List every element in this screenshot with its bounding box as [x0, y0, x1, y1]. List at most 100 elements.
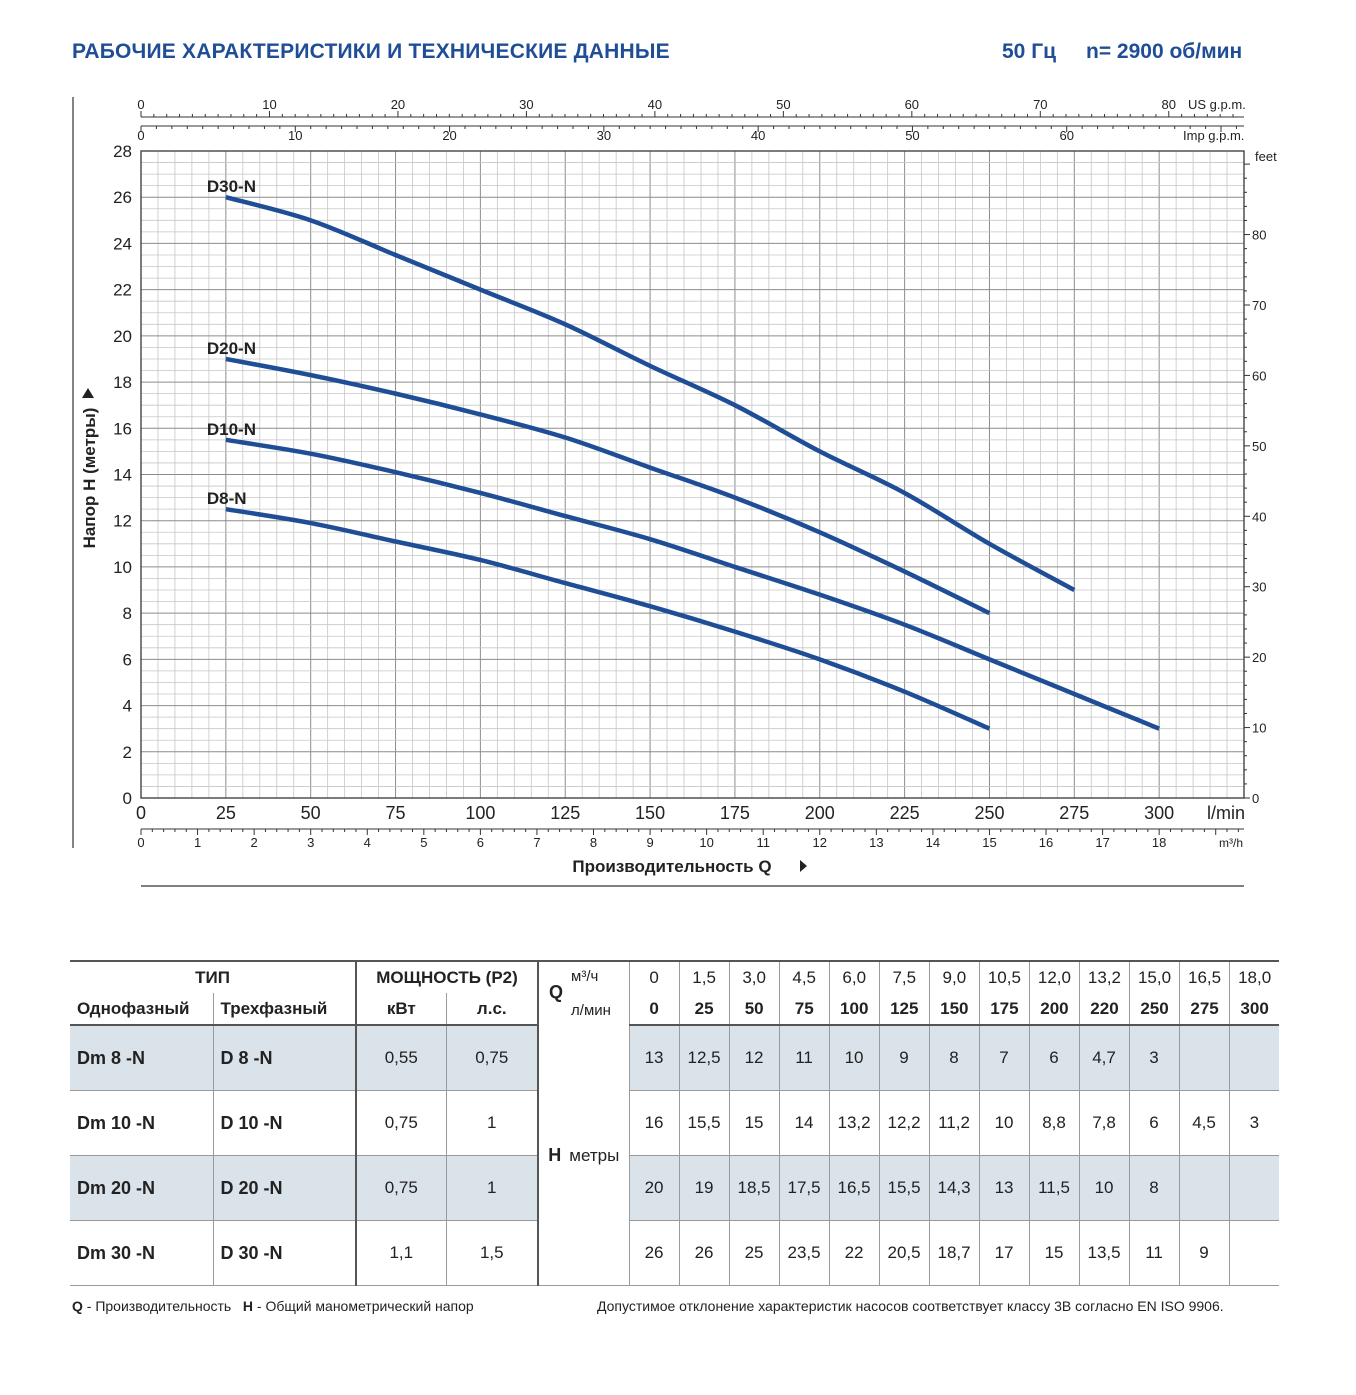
q-lmin-value: 300: [1229, 993, 1279, 1024]
q-m3h-value: 18,0: [1229, 962, 1279, 993]
head-value: 13: [628, 1025, 680, 1091]
head-value: 25: [728, 1220, 780, 1286]
m3h-tick-label: 16: [1039, 835, 1053, 850]
x-tick-label-lmin: 275: [1059, 803, 1089, 823]
m3h-tick-label: 9: [646, 835, 653, 850]
head-value: 10: [978, 1090, 1030, 1156]
m3h-tick-label: 10: [699, 835, 713, 850]
head-value: 15,5: [878, 1155, 930, 1221]
q-unit-lmin: л/мин: [571, 1002, 611, 1019]
y-tick-label: 6: [123, 650, 132, 669]
q-m3h-value: 4,5: [778, 962, 829, 993]
head-value: 18,7: [928, 1220, 980, 1286]
imp-gpm-tick-label: 20: [442, 128, 456, 143]
frequency-label: 50 Гц: [1002, 40, 1057, 63]
us-gpm-tick-label: 80: [1162, 97, 1176, 112]
head-value: 14,3: [928, 1155, 980, 1221]
q-m3h-value: 12,0: [1028, 962, 1079, 993]
feet-tick-label: 20: [1252, 650, 1266, 665]
head-value: 12,2: [878, 1090, 930, 1156]
power-hp: 0,75: [445, 1025, 539, 1091]
q-lmin-value: 200: [1028, 993, 1079, 1024]
imp-gpm-tick-label: 50: [905, 128, 919, 143]
x-tick-label-lmin: 75: [386, 803, 406, 823]
head-value: 18,5: [728, 1155, 780, 1221]
y-tick-label: 2: [123, 743, 132, 762]
head-value: 6: [1128, 1090, 1180, 1156]
hp-header: л.с.: [445, 993, 539, 1026]
q-unit-m3h: м³/ч: [571, 968, 599, 985]
head-value: 26: [678, 1220, 730, 1286]
x-tick-label-lmin: 150: [635, 803, 665, 823]
x-tick-label-lmin: 300: [1144, 803, 1174, 823]
us-gpm-unit-label: US g.p.m.: [1188, 97, 1246, 112]
m3h-tick-label: 11: [756, 835, 770, 850]
q-lmin-value: 150: [928, 993, 979, 1024]
head-value: 10: [828, 1025, 880, 1091]
feet-tick-label: 80: [1252, 228, 1266, 243]
y-tick-label: 12: [113, 512, 132, 531]
footer-h: H: [242, 1298, 254, 1314]
x-tick-label-lmin: 50: [301, 803, 321, 823]
three-phase-header: Трехфазный: [212, 993, 357, 1026]
footer-h-text: - Общий манометрический напор: [253, 1298, 474, 1314]
head-value: 23,5: [778, 1220, 830, 1286]
h-label: H: [548, 1144, 562, 1165]
q-m3h-value: 16,5: [1179, 962, 1229, 993]
head-value: 12: [728, 1025, 780, 1091]
footer-q-text: - Производительность: [82, 1298, 243, 1314]
us-gpm-tick-label: 50: [776, 97, 790, 112]
head-value: 20: [628, 1155, 680, 1221]
head-value: 3: [1128, 1025, 1180, 1091]
q-lmin-row: 0 25 50 75 100 125 150 175 200 220 250 275 300: [628, 993, 1280, 1026]
us-gpm-tick-label: 0: [137, 97, 144, 112]
x-tick-label-lmin: 175: [720, 803, 750, 823]
m3h-tick-label: 7: [533, 835, 540, 850]
m3h-tick-label: 3: [307, 835, 314, 850]
pump-performance-chart: 0246810121416182022242628010203040506070…: [72, 97, 1277, 887]
x-axis-title: Производительность Q: [572, 857, 771, 876]
q-lmin-value: 50: [728, 993, 779, 1024]
h-unit: метры: [569, 1145, 620, 1165]
q-lmin-value: 175: [978, 993, 1029, 1024]
us-gpm-tick-label: 10: [262, 97, 276, 112]
table-row: Dm 30 -N D 30 -N 1,1 1,5 26 26 25 23,5 22 20,5 18,…: [70, 1220, 1280, 1286]
three-phase-model: D 30 -N: [212, 1220, 357, 1286]
q-m3h-value: 10,5: [978, 962, 1029, 993]
y-tick-label: 28: [113, 142, 132, 161]
head-value: 17,5: [778, 1155, 830, 1221]
single-phase-model: Dm 8 -N: [70, 1025, 213, 1091]
head-value: 16: [628, 1090, 680, 1156]
power-hp: 1: [445, 1155, 539, 1221]
head-value: 13,5: [1078, 1220, 1130, 1286]
y-tick-label: 4: [123, 697, 132, 716]
series-line-D8-N: [225, 506, 991, 731]
footer-q: Q: [72, 1298, 83, 1314]
series-label-D10-N: D10-N: [207, 420, 256, 439]
single-phase-model: Dm 10 -N: [70, 1090, 213, 1156]
y-tick-label: 0: [123, 789, 132, 808]
head-value: 15: [728, 1090, 780, 1156]
q-header: Q м³/ч л/мин: [537, 960, 630, 1025]
x-tick-label-lmin: 250: [974, 803, 1004, 823]
head-value: 7,8: [1078, 1090, 1130, 1156]
x-tick-label-lmin: 200: [805, 803, 835, 823]
q-m3h-value: 0: [649, 968, 659, 987]
q-lmin-value: 100: [828, 993, 879, 1024]
head-value: 15,5: [678, 1090, 730, 1156]
q-m3h-value: 6,0: [828, 962, 879, 993]
head-value: 9: [1178, 1220, 1230, 1286]
power-hp: 1: [445, 1090, 539, 1156]
head-value: 15: [1028, 1220, 1080, 1286]
m3h-tick-label: 4: [364, 835, 371, 850]
single-phase-model: Dm 20 -N: [70, 1155, 213, 1221]
power-kw: 0,75: [355, 1090, 447, 1156]
imp-gpm-tick-label: 30: [597, 128, 611, 143]
q-m3h-value: 15,0: [1129, 962, 1179, 993]
head-value: 4,7: [1078, 1025, 1130, 1091]
m3h-tick-label: 13: [869, 835, 883, 850]
head-value: [1178, 1155, 1230, 1221]
series-line-D30-N: [225, 195, 1076, 593]
table-row: Dm 20 -N D 20 -N 0,75 1 20 19 18,5 17,5 16,5 15,5…: [70, 1155, 1280, 1221]
